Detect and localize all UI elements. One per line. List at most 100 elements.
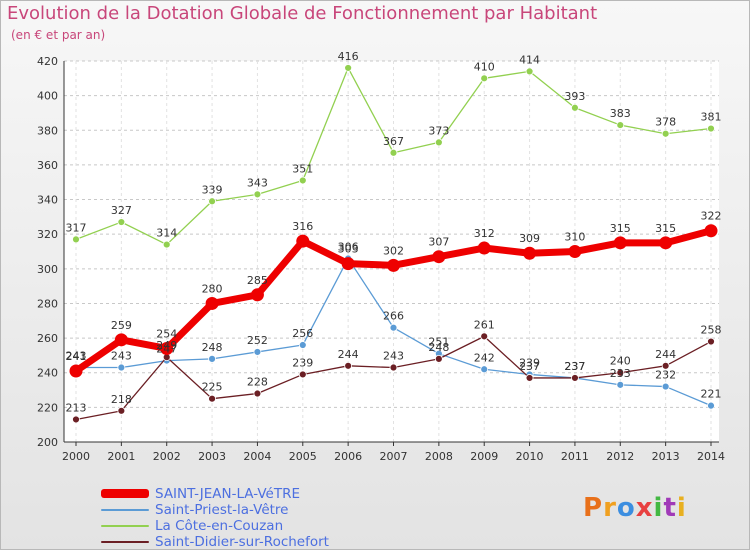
- data-point: [523, 246, 537, 260]
- data-point: [707, 401, 715, 410]
- data-point: [72, 415, 80, 424]
- data-label: 285: [247, 274, 268, 287]
- data-label: 237: [564, 360, 585, 373]
- data-point: [434, 354, 443, 363]
- data-point: [208, 197, 216, 206]
- data-point: [525, 67, 534, 76]
- data-point: [117, 218, 126, 226]
- logo-letter: i: [653, 493, 664, 523]
- data-label: 244: [338, 348, 359, 361]
- y-tick-label: 220: [37, 401, 58, 414]
- data-point: [616, 380, 625, 389]
- data-label: 339: [202, 183, 223, 196]
- data-label: 225: [202, 381, 223, 394]
- x-tick-label: 2001: [107, 450, 135, 463]
- data-label: 239: [292, 356, 313, 369]
- data-point: [661, 382, 670, 391]
- data-label: 256: [292, 327, 313, 340]
- data-label: 237: [564, 360, 585, 373]
- axes: 200 220 240 260 280 300 320 340 360 380 400 420 2000…: [37, 55, 725, 463]
- data-point: [389, 323, 398, 332]
- data-point: [162, 240, 171, 249]
- logo-letter: t: [663, 493, 677, 523]
- data-point: [525, 374, 534, 382]
- logo-letter: o: [616, 493, 636, 523]
- data-label: 221: [701, 388, 722, 401]
- data-point: [205, 296, 219, 310]
- y-tick-label: 380: [37, 124, 58, 137]
- data-label: 249: [156, 339, 177, 352]
- data-label: 240: [610, 355, 631, 368]
- data-point: [298, 370, 307, 379]
- data-point: [114, 333, 128, 347]
- data-label: 381: [701, 111, 722, 124]
- data-label: 310: [564, 231, 585, 244]
- line-chart: 200 220 240 260 280 300 320 340 360 380 400 420 2000…: [37, 50, 725, 463]
- data-label: 383: [610, 107, 631, 120]
- data-label: 248: [428, 341, 449, 354]
- data-label: 302: [383, 244, 404, 257]
- data-point: [616, 368, 625, 377]
- data-point: [661, 361, 670, 370]
- data-label: 373: [428, 124, 449, 137]
- data-point: [616, 121, 625, 129]
- data-point: [568, 245, 582, 258]
- data-point: [344, 64, 353, 72]
- x-tick-label: 2000: [62, 450, 90, 463]
- y-tick-label: 340: [37, 194, 58, 207]
- data-label: 416: [338, 50, 359, 63]
- data-label: 233: [610, 367, 631, 380]
- data-label: 306: [338, 240, 359, 253]
- data-label: 315: [655, 222, 676, 235]
- data-point: [344, 361, 353, 370]
- plot-area: [64, 61, 719, 442]
- data-point: [387, 258, 400, 272]
- logo-letter: r: [603, 493, 617, 523]
- data-point: [341, 257, 355, 271]
- data-point: [613, 236, 627, 250]
- y-tick-label: 300: [37, 263, 58, 276]
- data-point: [434, 138, 443, 147]
- x-tick-label: 2012: [606, 450, 634, 463]
- data-label: 237: [519, 360, 540, 373]
- x-tick-label: 2009: [470, 450, 498, 463]
- data-label: 343: [247, 176, 268, 189]
- data-point: [480, 332, 489, 341]
- data-label: 244: [655, 348, 676, 361]
- legend: SAINT-JEAN-LA-VéTRE Saint-Priest-la-Vêtre…: [101, 486, 361, 550]
- data-label: 242: [474, 351, 495, 364]
- x-tick-label: 2003: [198, 450, 226, 463]
- legend-item: Saint-Didier-sur-Rochefort: [101, 534, 361, 550]
- chart-subtitle: (en € et par an): [11, 28, 106, 42]
- data-label: 307: [428, 236, 449, 249]
- data-label: 322: [701, 210, 722, 223]
- chart-title: Evolution de la Dotation Globale de Fonc…: [7, 3, 598, 24]
- data-label: 247: [156, 343, 177, 356]
- legend-label: Saint-Priest-la-Vêtre: [155, 502, 289, 518]
- y-tick-label: 360: [37, 159, 58, 172]
- y-tick-label: 400: [37, 90, 58, 103]
- data-label: 241: [66, 350, 87, 363]
- data-label: 315: [610, 222, 631, 235]
- logo-letter: x: [635, 493, 654, 523]
- data-point: [117, 406, 126, 415]
- data-point: [659, 236, 673, 250]
- data-point: [571, 103, 579, 112]
- data-label: 243: [111, 350, 132, 363]
- data-label: 327: [111, 204, 132, 217]
- legend-label: La Côte-en-Couzan: [155, 518, 284, 534]
- data-point: [253, 190, 262, 199]
- x-tick-label: 2014: [697, 450, 725, 463]
- data-point: [389, 148, 398, 157]
- series-lines: [69, 64, 718, 424]
- data-point: [160, 341, 174, 355]
- data-label: 239: [519, 356, 540, 369]
- legend-item: La Côte-en-Couzan: [101, 518, 361, 534]
- data-point: [69, 364, 83, 378]
- data-label: 378: [655, 116, 676, 129]
- x-tick-label: 2010: [516, 450, 544, 463]
- data-label: 393: [564, 90, 585, 103]
- y-tick-label: 200: [37, 436, 58, 449]
- data-label: 309: [519, 232, 540, 245]
- legend-swatch: [101, 489, 149, 498]
